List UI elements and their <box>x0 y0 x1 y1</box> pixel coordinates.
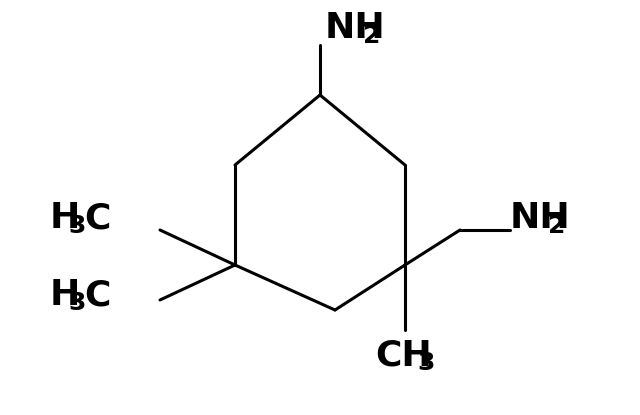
Text: 3: 3 <box>68 291 85 315</box>
Text: 2: 2 <box>363 24 380 48</box>
Text: H: H <box>50 278 81 312</box>
Text: 3: 3 <box>417 351 435 375</box>
Text: 3: 3 <box>68 214 85 238</box>
Text: NH: NH <box>510 201 571 235</box>
Text: 2: 2 <box>548 214 565 238</box>
Text: C: C <box>84 201 110 235</box>
Text: CH: CH <box>375 338 432 372</box>
Text: C: C <box>84 278 110 312</box>
Text: H: H <box>50 201 81 235</box>
Text: NH: NH <box>325 11 386 45</box>
